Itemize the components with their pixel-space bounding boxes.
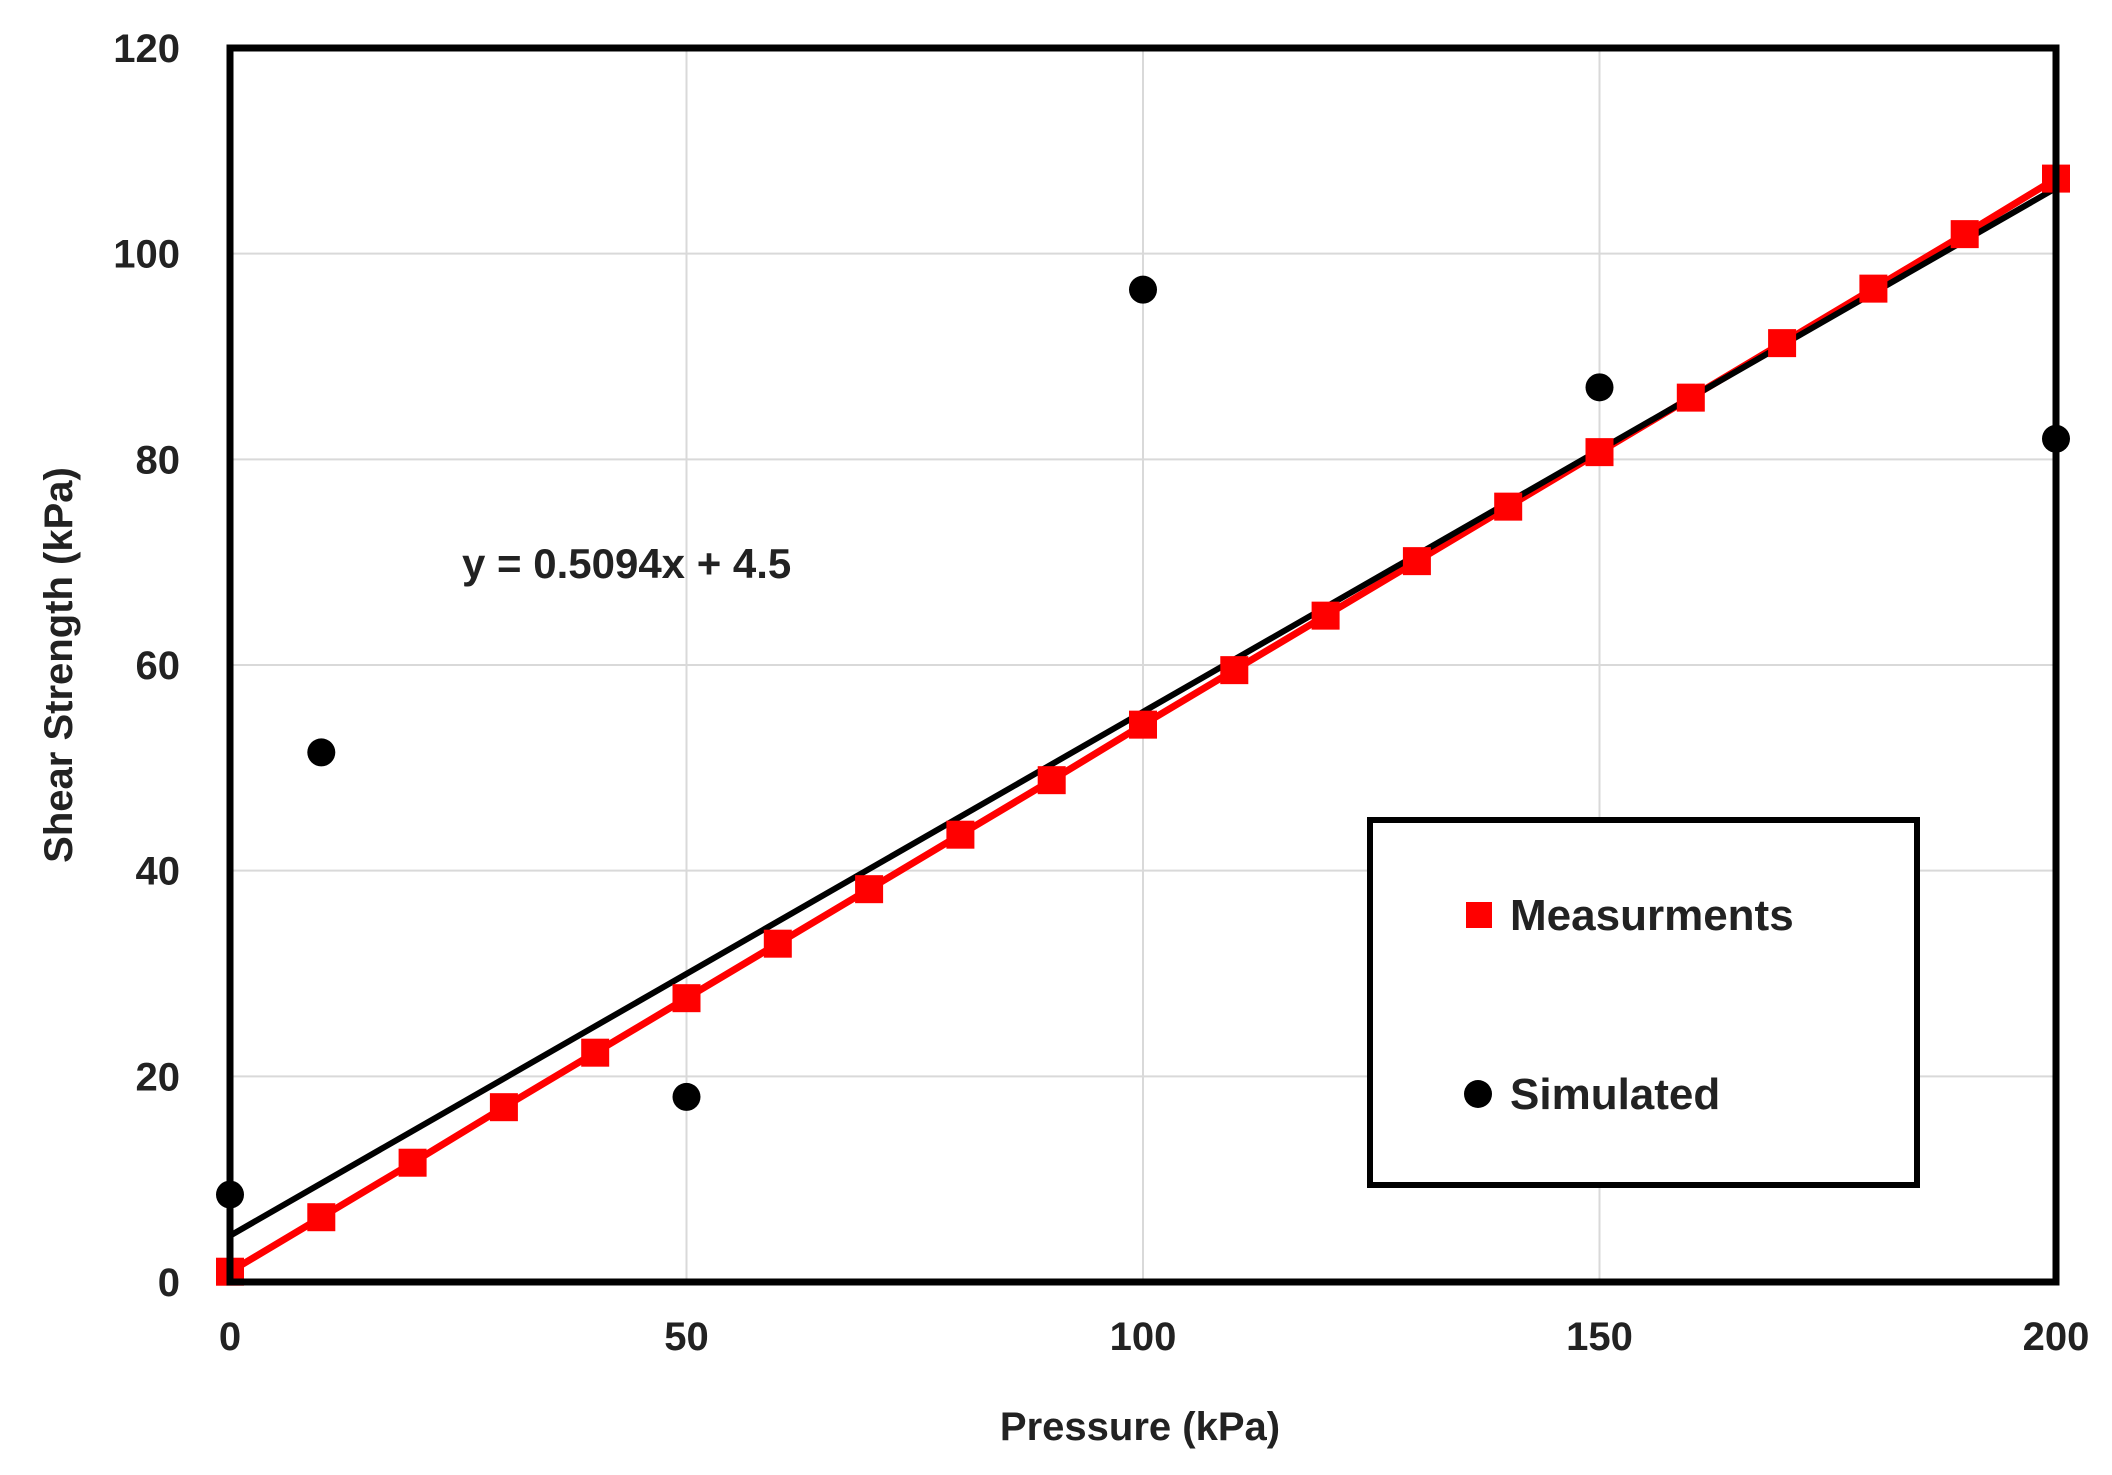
point-measurments <box>1402 547 1431 576</box>
point-measurments <box>1311 601 1340 630</box>
point-simulated <box>307 738 336 767</box>
point-measurments <box>1950 220 1979 249</box>
y-tick-label: 100 <box>113 233 180 277</box>
point-simulated <box>672 1082 701 1111</box>
point-measurments <box>763 929 792 958</box>
point-measurments <box>307 1203 336 1232</box>
x-axis-label: Pressure (kPa) <box>1000 1405 1280 1449</box>
point-measurments <box>946 820 975 849</box>
series-layer <box>216 164 2070 1286</box>
point-measurments <box>1676 383 1705 412</box>
legend-marker-simulated <box>1464 1080 1492 1108</box>
point-measurments <box>398 1148 427 1177</box>
point-measurments <box>489 1093 518 1122</box>
point-measurments <box>1494 492 1523 521</box>
legend-box <box>1367 817 1920 1188</box>
legend-label-simulated: Simulated <box>1510 1070 1720 1119</box>
point-measurments <box>672 984 701 1013</box>
y-axis-label: Shear Strength (kPa) <box>37 467 81 863</box>
x-tick-label: 100 <box>1110 1315 1177 1359</box>
y-tick-label: 120 <box>113 27 180 71</box>
x-tick-label: 0 <box>219 1315 241 1359</box>
y-tick-label: 0 <box>158 1261 180 1305</box>
point-simulated <box>1585 373 1614 402</box>
point-measurments <box>581 1038 610 1067</box>
x-tick-label: 50 <box>664 1315 709 1359</box>
point-measurments <box>1768 329 1797 358</box>
x-tick-label: 200 <box>2023 1315 2090 1359</box>
y-tick-label: 60 <box>136 644 181 688</box>
y-tick-label: 40 <box>136 850 181 894</box>
tick-labels: 0 50 100 150 200 0 20 40 60 80 100 120 <box>113 27 2089 1359</box>
point-measurments <box>1129 710 1157 739</box>
plot-frame <box>226 44 2060 1286</box>
x-tick-label: 150 <box>1566 1315 1633 1359</box>
legend: Measurments Simulated <box>1367 817 1920 1188</box>
trendline-equation: y = 0.5094x + 4.5 <box>462 540 791 587</box>
point-measurments <box>1585 438 1614 467</box>
point-measurments <box>1037 766 1066 795</box>
point-measurments <box>1220 656 1249 685</box>
y-tick-label: 80 <box>136 438 181 482</box>
legend-label-measurments: Measurments <box>1510 891 1794 940</box>
y-tick-label: 20 <box>136 1055 181 1099</box>
legend-marker-measurments <box>1466 902 1492 928</box>
point-measurments <box>855 875 884 904</box>
point-measurments <box>1859 274 1888 303</box>
point-simulated <box>1129 275 1157 304</box>
